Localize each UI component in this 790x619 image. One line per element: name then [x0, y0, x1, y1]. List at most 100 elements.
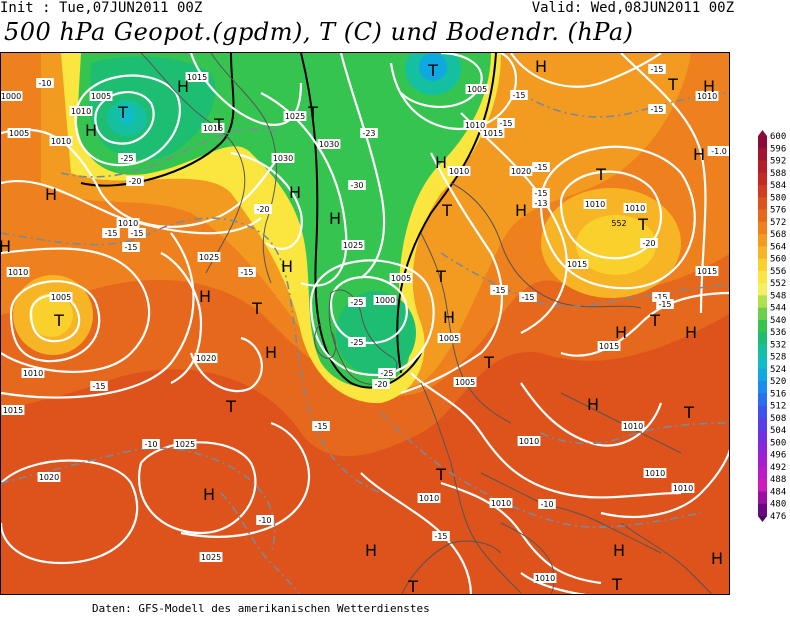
low-marker: T: [595, 165, 606, 184]
temperature-label-bg: [256, 515, 274, 525]
low-marker: T: [225, 397, 236, 416]
temperature-label: -25: [350, 298, 363, 307]
pressure-label-bg: [373, 295, 397, 305]
temperature-label: -15: [650, 65, 663, 74]
pressure-label-bg: [6, 267, 30, 277]
color-scale-label: 524: [770, 365, 786, 375]
pressure-label-bg: [283, 111, 307, 121]
geopot-contour: [80, 53, 235, 187]
pressure-label: 1010: [625, 204, 645, 213]
high-marker: H: [615, 323, 627, 342]
temperature-label: -15: [130, 229, 143, 238]
color-scale-label: 516: [770, 389, 786, 399]
high-marker: H: [703, 77, 715, 96]
pressure-label-bg: [463, 120, 487, 130]
valid-time: Valid: Wed,08JUN2011 00Z: [531, 0, 734, 16]
high-marker: H: [1, 237, 11, 256]
temperature-label-bg: [640, 238, 658, 248]
pressure-label: 1000: [1, 92, 21, 101]
low-marker: T: [53, 311, 64, 330]
pressure-label-bg: [643, 468, 667, 478]
weather-map[interactable]: 1005 1010 1015 1015 1025 1030 1030 1025 1005 1010…: [0, 52, 730, 595]
color-scale-label: 564: [770, 242, 786, 252]
temperature-label: -10: [38, 79, 51, 88]
temperature-label: -25: [350, 338, 363, 347]
temperature-label-bg: [510, 90, 528, 100]
color-scale: 600 596 592 588 584 580 576 572 568 564 560 556 552 5…: [758, 130, 786, 522]
high-marker: H: [329, 209, 341, 228]
color-scale-label: 584: [770, 181, 786, 191]
pressure-label: 1010: [535, 574, 555, 583]
pressure-label: 1005: [391, 274, 411, 283]
pressure-label-bg: [533, 573, 557, 583]
low-marker: T: [427, 61, 438, 80]
color-scale-labels: 600 596 592 588 584 580 576 572 568 564 560 556 552 5…: [770, 132, 786, 522]
color-scale-swatch: [758, 246, 767, 260]
temperature-label: -25: [120, 154, 133, 163]
color-scale-swatch: [758, 185, 767, 198]
pressure-label: 1030: [273, 154, 293, 163]
pressure-label-bg: [417, 493, 441, 503]
pressure-label: 1010: [697, 92, 717, 101]
high-marker: H: [693, 145, 705, 164]
temperature-label-bg: [532, 188, 550, 198]
temperature-label: -15: [434, 532, 447, 541]
low-marker: T: [649, 311, 660, 330]
low-marker: T: [637, 215, 648, 234]
color-scale-swatch: [758, 381, 767, 394]
high-marker: H: [85, 121, 97, 140]
pressure-label: 1015: [187, 73, 207, 82]
temperature-label-bg: [348, 337, 366, 347]
temperature-label-bg: [312, 421, 330, 431]
color-scale-swatch: [758, 209, 767, 223]
pressure-label-bg: [509, 166, 533, 176]
pressure-label: 1015: [567, 260, 587, 269]
pressure-label: 1015: [203, 124, 223, 133]
pressure-label-bg: [116, 218, 140, 228]
pressure-label: 1000: [375, 296, 395, 305]
temperature-label: -10: [258, 516, 271, 525]
pressure-label: 1005: [455, 378, 475, 387]
color-scale-label: 544: [770, 304, 786, 314]
temperature-label: -1.0: [711, 147, 727, 156]
pressure-label: 1010: [519, 437, 539, 446]
pressure-label-bg: [447, 166, 471, 176]
color-scale-swatch: [758, 283, 767, 296]
temperature-label: -15: [104, 229, 117, 238]
low-marker: T: [483, 353, 494, 372]
temperature-label: -15: [650, 105, 663, 114]
pressure-label-bg: [49, 136, 73, 146]
pressure-label: 1010: [23, 369, 43, 378]
temperature-label: -10: [540, 500, 553, 509]
color-scale-label: 580: [770, 193, 786, 203]
color-scale-swatch: [758, 295, 767, 309]
temperature-label: -30: [350, 181, 363, 190]
pressure-label: 1010: [491, 499, 511, 508]
pressure-label-bg: [185, 72, 209, 82]
color-scale-swatch: [758, 454, 767, 468]
color-scale-swatch: [758, 258, 767, 272]
temperature-label: -15: [654, 293, 667, 302]
color-scale-swatch: [758, 332, 767, 345]
temperature-label: -15: [492, 286, 505, 295]
temperature-label-bg: [519, 292, 537, 302]
pressure-label-bg: [597, 341, 621, 351]
color-scale-swatch: [758, 430, 767, 443]
temperature-label-bg: [538, 499, 556, 509]
high-marker: H: [535, 57, 547, 76]
pressure-label-bg: [453, 377, 477, 387]
field-low-north-core: [419, 53, 447, 81]
field-cold-core-east: [576, 215, 656, 275]
temperature-label-bg: [652, 292, 670, 302]
pressure-label-bg: [389, 273, 413, 283]
temperature-label-bg: [360, 128, 378, 138]
high-marker: H: [613, 541, 625, 560]
color-scale-label: 484: [770, 487, 786, 497]
temperature-label-bg: [348, 180, 366, 190]
color-scale-label: 500: [770, 438, 786, 448]
temperature-label-bg: [36, 78, 54, 88]
temperature-label: -15: [521, 293, 534, 302]
high-marker: H: [45, 185, 57, 204]
temperature-label-bg: [118, 153, 136, 163]
pressure-label: 1025: [343, 241, 363, 250]
